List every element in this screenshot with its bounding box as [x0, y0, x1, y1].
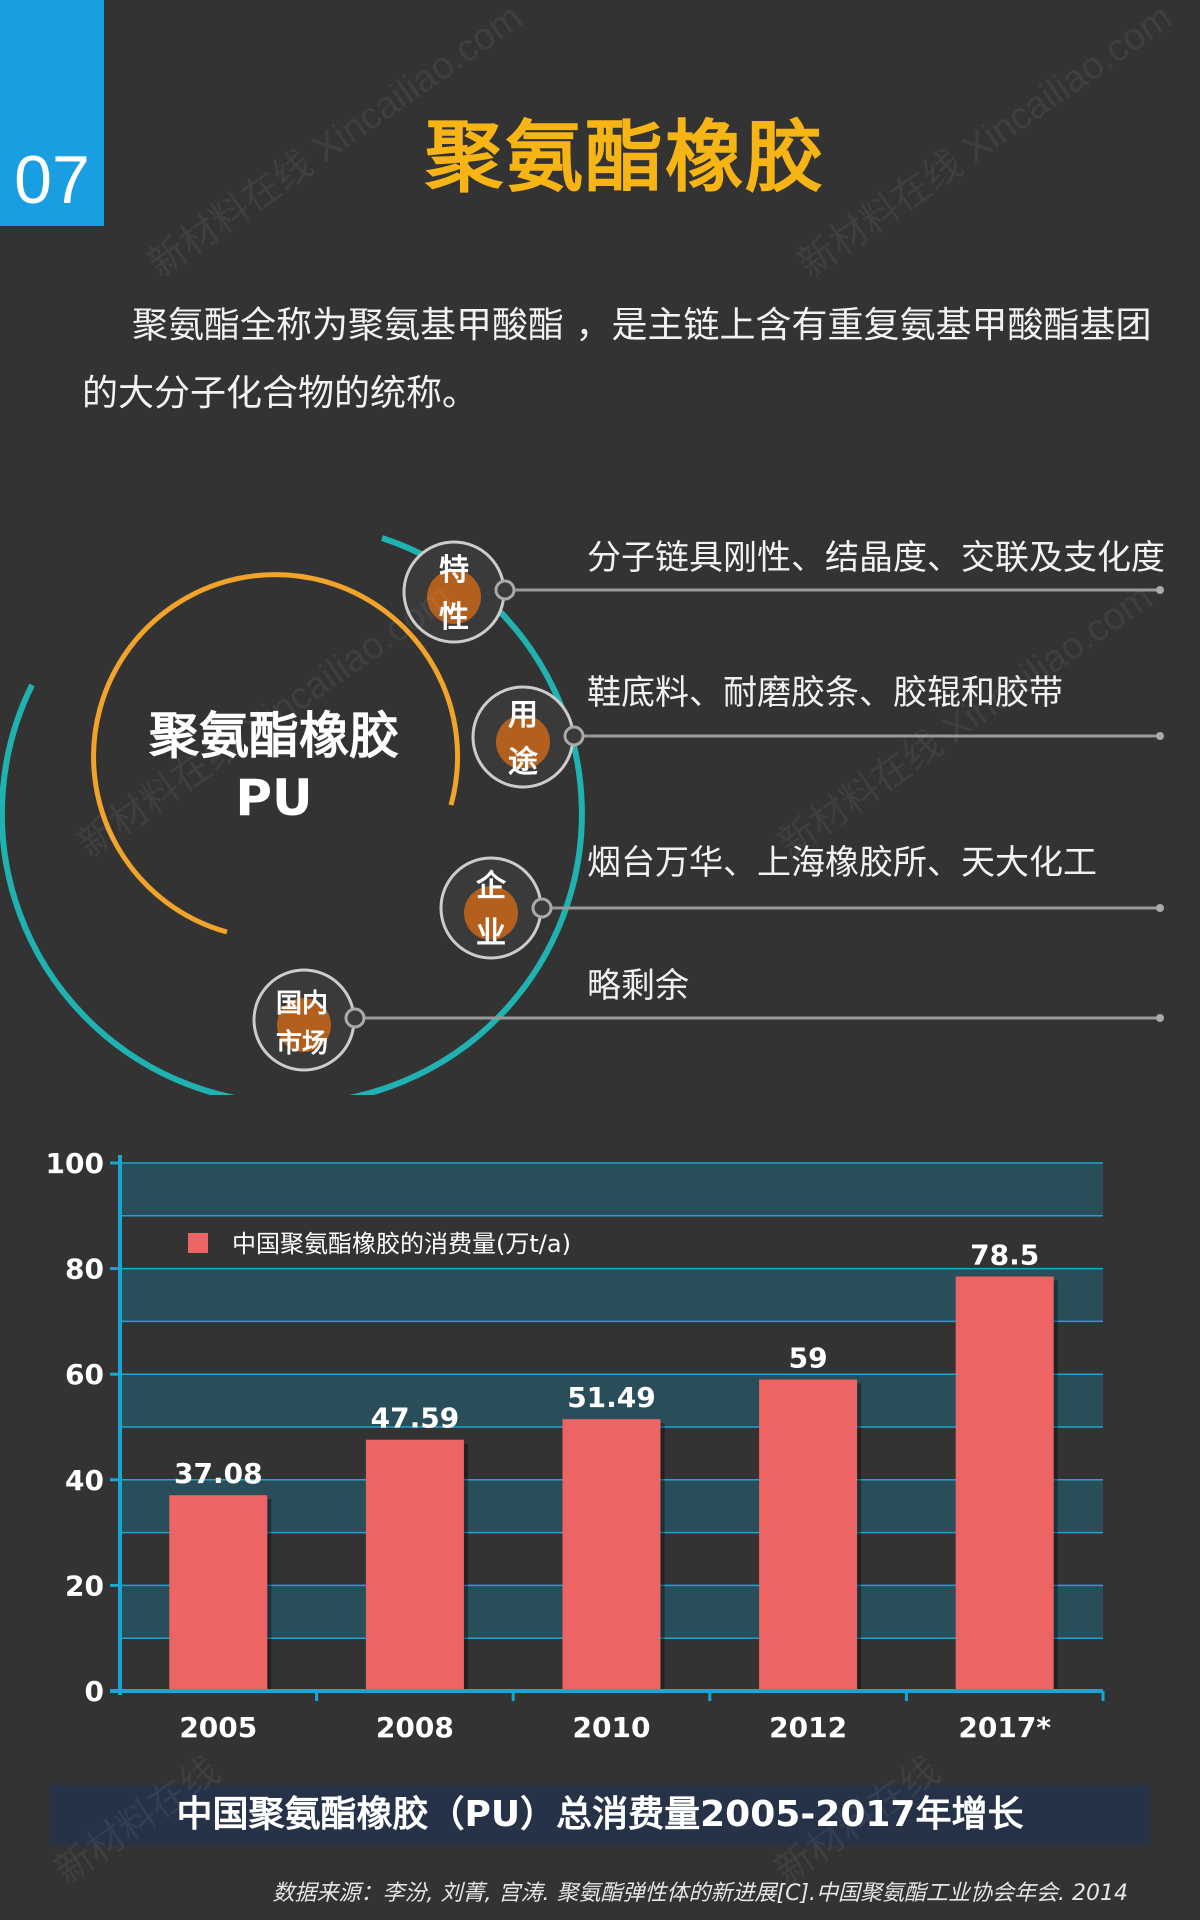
y-tick-label: 100	[46, 1147, 104, 1180]
node-characteristics: 特 性	[402, 540, 516, 644]
y-tick-label: 20	[65, 1569, 104, 1602]
y-tick-label: 80	[65, 1253, 104, 1286]
bar-value-label: 37.08	[174, 1457, 263, 1490]
bar-value-label: 59	[789, 1341, 828, 1374]
legend-swatch	[188, 1233, 208, 1253]
section-badge: 07	[0, 0, 104, 226]
center-title: 聚氨酯橡胶	[148, 707, 399, 765]
node-1-text: 分子链具刚性、结晶度、交联及支化度	[587, 538, 1165, 578]
bars	[169, 1276, 1058, 1691]
legend-label: 中国聚氨酯橡胶的消费量(万t/a)	[232, 1230, 571, 1258]
node-4-text: 略剩余	[587, 966, 689, 1006]
node-2-label-line2: 途	[508, 745, 539, 780]
x-tick-label: 2005	[179, 1711, 257, 1744]
bar-value-label: 78.5	[970, 1239, 1039, 1272]
node-2-label-line1: 用	[508, 698, 538, 733]
x-tick-label: 2012	[769, 1711, 847, 1744]
node-1-label-line1: 特	[439, 553, 469, 588]
bar	[169, 1495, 268, 1691]
bar	[365, 1439, 464, 1691]
page-title: 聚氨酯橡胶	[424, 113, 825, 203]
bar-value-label: 47.59	[371, 1402, 460, 1435]
outer-teal-arc	[0, 535, 585, 1095]
intro-text: 聚氨酯全称为聚氨基甲酸酯 ，是主链上含有重复氨基甲酸酯基团的大分子化合物的统称。	[82, 305, 1152, 414]
x-tick-label: 2017*	[958, 1711, 1051, 1744]
x-axis-labels: 2005 2008 2010 2012 2017*	[179, 1691, 1105, 1744]
x-tick-label: 2008	[376, 1711, 454, 1744]
node-4-label-line1: 国内	[276, 989, 328, 1019]
node-3-label-line2: 业	[476, 916, 506, 951]
node-domestic-market: 国内 市场	[252, 968, 366, 1072]
bar-value-label: 51.49	[567, 1381, 656, 1414]
y-axis-ticks: 0 20 40 60 80 100	[46, 1147, 120, 1708]
bar	[562, 1419, 661, 1691]
node-4-label-line2: 市场	[276, 1028, 328, 1059]
pu-diagram: 特 性 用 途 企 业 国内 市场 聚氨酯橡胶 PU	[0, 535, 1164, 1095]
grid-band	[120, 1163, 1103, 1216]
inner-orange-arc	[91, 572, 461, 935]
y-tick-label: 0	[85, 1675, 104, 1708]
node-uses: 用 途	[471, 685, 585, 789]
node-2-text: 鞋底料、耐磨胶条、胶辊和胶带	[587, 673, 1063, 713]
y-tick-label: 40	[65, 1464, 104, 1497]
center-subtitle: PU	[235, 769, 312, 827]
y-tick-label: 60	[65, 1358, 104, 1391]
chart-title: 中国聚氨酯橡胶（PU）总消费量2005-2017年增长	[176, 1794, 1024, 1835]
bar	[759, 1379, 858, 1691]
node-1-label-line2: 性	[439, 600, 469, 635]
x-tick-label: 2010	[573, 1711, 651, 1744]
grid-bands	[120, 1163, 1103, 1639]
node-3-text: 烟台万华、上海橡胶所、天大化工	[587, 843, 1097, 883]
node-companies: 企 业	[439, 856, 553, 960]
leader-lines	[355, 586, 1164, 1022]
node-3-label-line1: 企	[476, 869, 507, 904]
source-citation: 数据来源：李汾, 刘菁, 宫涛. 聚氨酯弹性体的新进展[C].中国聚氨酯工业协会…	[272, 1881, 1128, 1906]
bar	[955, 1276, 1054, 1691]
grid-band	[120, 1268, 1103, 1322]
section-number: 07	[14, 142, 90, 218]
grid-band	[120, 1374, 1103, 1427]
chart-title-bar	[50, 1785, 1150, 1845]
legend: 中国聚氨酯橡胶的消费量(万t/a)	[188, 1230, 571, 1258]
bar-value-labels: 37.08 47.59 51.49 59 78.5	[174, 1239, 1039, 1491]
